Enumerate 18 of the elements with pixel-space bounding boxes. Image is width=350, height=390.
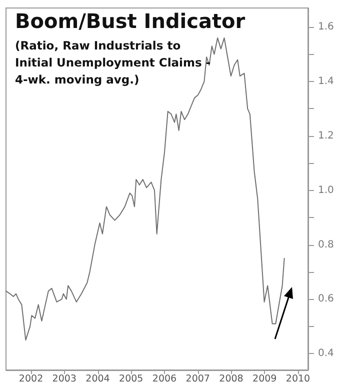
x-tick-label: 2008 xyxy=(219,374,244,384)
y-tick-label: 1.4 xyxy=(318,76,334,87)
x-tick-label: 2005 xyxy=(119,374,144,384)
x-tick-label: 2006 xyxy=(152,374,177,384)
y-tick-label: 1.6 xyxy=(318,22,334,33)
x-tick-label: 2004 xyxy=(86,374,110,384)
y-tick-label: 0.6 xyxy=(318,294,334,305)
x-tick-label: 2007 xyxy=(186,374,210,384)
x-tick-label: 2003 xyxy=(52,374,76,384)
x-tick-label: 2010 xyxy=(286,374,310,384)
x-tick-label: 2009 xyxy=(252,374,277,384)
x-tick-label: 2002 xyxy=(18,374,44,384)
y-tick-label: 0.8 xyxy=(318,239,334,250)
y-tick-label: 0.4 xyxy=(318,348,334,360)
chart-title: Boom/Bust Indicator xyxy=(15,9,246,33)
y-tick-label: 1.2 xyxy=(318,130,334,142)
y-tick-label: 1.0 xyxy=(318,184,334,196)
line-series xyxy=(6,37,285,341)
